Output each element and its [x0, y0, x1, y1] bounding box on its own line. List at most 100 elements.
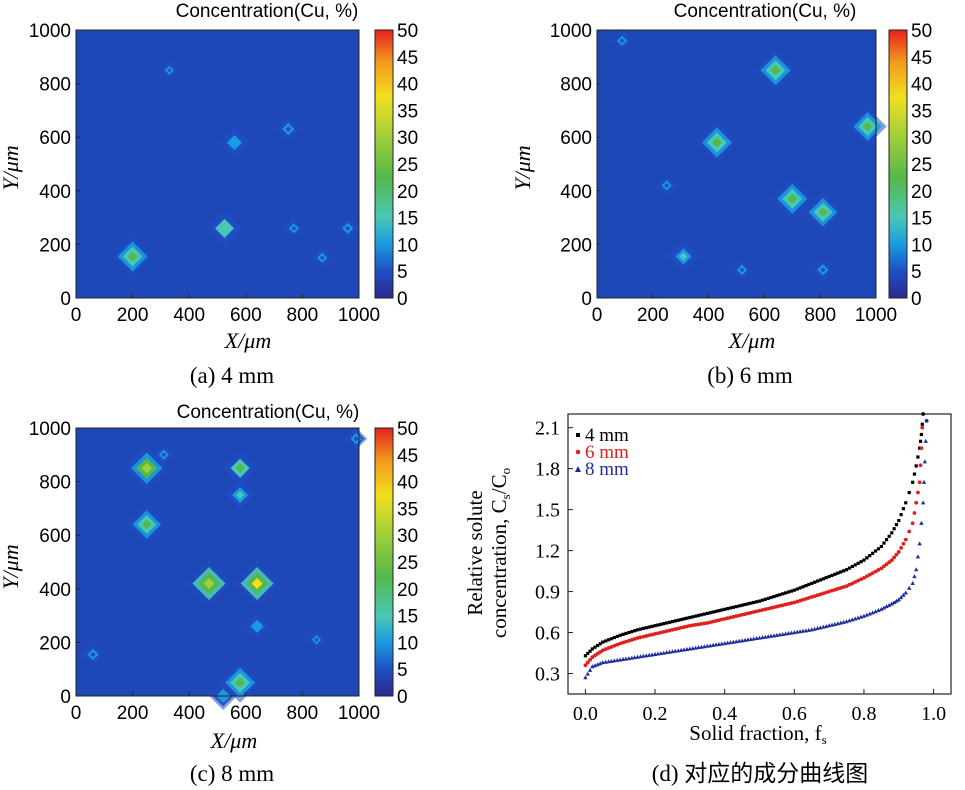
- y-tick-label: 400: [39, 580, 71, 601]
- data-point: [670, 620, 675, 624]
- concentration-hotspot: [219, 127, 250, 158]
- data-point: [891, 600, 897, 605]
- map-panel-b: Concentration(Cu, %) 0 200 400 600 800 1000 0…: [510, 1, 932, 388]
- data-point: [871, 551, 875, 555]
- data-point: [606, 646, 611, 650]
- data-point: [904, 501, 908, 505]
- data-point: [917, 541, 922, 546]
- hotspot-diamond: [818, 207, 828, 217]
- data-point: [682, 617, 686, 621]
- data-point: [911, 480, 915, 484]
- data-point: [775, 604, 779, 609]
- data-point: [676, 626, 681, 631]
- data-point: [588, 649, 592, 653]
- data-point: [886, 602, 892, 607]
- data-point: [873, 549, 878, 553]
- data-point: [809, 595, 814, 599]
- hotspot-diamond: [219, 223, 230, 234]
- colorbar-tick-label: 50: [911, 21, 932, 42]
- data-point: [588, 657, 592, 662]
- colorbar-tick-label: 10: [911, 235, 932, 256]
- data-point: [650, 632, 655, 637]
- data-point: [647, 633, 652, 638]
- x-tick-label: 400: [693, 305, 725, 326]
- colorbar-tick-label: 35: [911, 101, 932, 122]
- data-point: [910, 580, 915, 585]
- data-point: [769, 606, 774, 610]
- data-point: [720, 608, 724, 612]
- data-point: [694, 614, 698, 618]
- data-point: [870, 610, 875, 615]
- map-title: Concentration(Cu, %): [177, 402, 360, 423]
- colorbar-tick-label: 40: [397, 75, 418, 96]
- data-point: [705, 621, 710, 625]
- concentration-hotspot: [612, 30, 633, 51]
- data-point: [740, 603, 744, 607]
- data-point: [757, 599, 762, 603]
- data-point: [864, 612, 870, 617]
- data-point: [766, 606, 771, 611]
- data-point: [661, 629, 666, 634]
- data-point: [714, 619, 718, 623]
- data-point: [653, 632, 657, 636]
- x-axis-label: X/μm: [224, 328, 271, 353]
- data-point: [641, 626, 646, 631]
- data-point: [714, 609, 718, 613]
- data-point: [604, 639, 608, 643]
- data-point: [780, 603, 785, 608]
- data-point: [719, 617, 724, 622]
- colorbar-tick-label: 15: [397, 607, 418, 628]
- data-point: [673, 619, 677, 623]
- data-point: [775, 594, 779, 598]
- colorbar-tick-labels: 0 5 10 15 20 25 30 35 40 45 50: [397, 21, 418, 310]
- y-tick-label: 800: [39, 75, 71, 96]
- data-point: [876, 608, 881, 613]
- data-point: [693, 622, 698, 627]
- series-4-mm: [583, 412, 926, 658]
- data-point: [737, 604, 741, 608]
- data-point: [592, 663, 598, 668]
- data-point: [920, 422, 924, 426]
- x-axis-label: X/μm: [728, 328, 775, 353]
- data-point: [621, 632, 625, 636]
- x-tick-label: 600: [230, 703, 262, 724]
- data-point: [760, 608, 765, 612]
- data-point: [818, 578, 823, 582]
- data-point: [760, 598, 765, 602]
- colorbar-tick-label: 40: [397, 473, 418, 494]
- data-point: [923, 438, 928, 443]
- concentration-hotspot: [187, 561, 232, 606]
- data-point: [856, 561, 860, 565]
- data-point: [647, 625, 651, 629]
- hotspot-diamond: [285, 126, 292, 133]
- concentration-hotspot: [848, 107, 887, 146]
- colorbar: [374, 427, 394, 697]
- legend-label: 8 mm: [585, 459, 629, 480]
- data-point: [685, 616, 689, 620]
- data-point: [881, 605, 887, 610]
- concentration-hotspot: [345, 427, 368, 450]
- hotspot-diamond: [230, 138, 239, 147]
- y-tick-label: 1000: [550, 21, 592, 42]
- data-point: [670, 627, 675, 632]
- legend-item: 6 mm: [575, 442, 629, 463]
- data-point: [740, 612, 744, 617]
- hotspot-diamond: [770, 65, 781, 76]
- data-point: [901, 592, 906, 597]
- data-point: [887, 560, 892, 565]
- x-tick-label: 0.6: [782, 703, 807, 725]
- data-point: [603, 647, 608, 652]
- colorbar-tick-label: 45: [397, 446, 418, 467]
- data-point: [890, 531, 894, 535]
- colorbar-tick-labels: 0 5 10 15 20 25 30 35 40 45 50: [397, 419, 418, 708]
- data-point: [743, 612, 747, 616]
- data-point: [867, 611, 872, 616]
- data-point: [783, 602, 788, 607]
- data-point: [612, 643, 617, 648]
- data-point: [737, 613, 742, 618]
- data-point: [708, 611, 712, 615]
- y-axis-label: Relative solute concentration, Cs/Co: [463, 468, 513, 638]
- data-point: [798, 598, 803, 603]
- data-point: [862, 558, 866, 562]
- data-point: [722, 616, 727, 621]
